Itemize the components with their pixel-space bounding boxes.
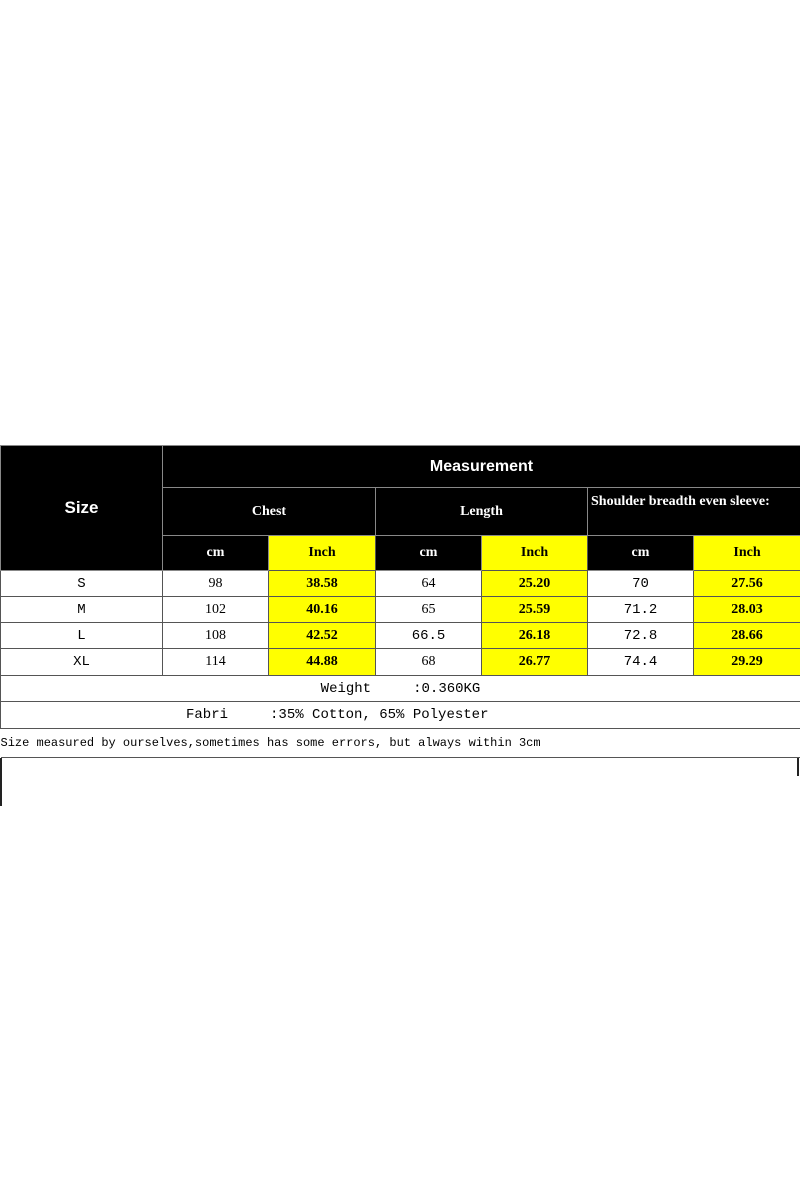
shoulder-inch-cell: 29.29 — [693, 648, 800, 676]
length-inch-cell: 25.59 — [481, 596, 588, 623]
fabric-row: Fabri :35% Cotton, 65% Polyester — [0, 701, 800, 729]
unit-cm: cm — [375, 535, 482, 571]
chest-inch-cell: 40.16 — [268, 596, 376, 623]
shoulder-header: Shoulder breadth even sleeve: — [587, 487, 800, 536]
length-cm-cell: 64 — [375, 570, 482, 597]
shoulder-cm-cell: 71.2 — [587, 596, 694, 623]
chest-inch-cell: 42.52 — [268, 622, 376, 649]
chest-inch-cell: 44.88 — [268, 648, 376, 676]
chest-cm-cell: 98 — [162, 570, 269, 597]
chest-header: Chest — [162, 487, 376, 536]
length-header: Length — [375, 487, 588, 536]
right-border-line — [797, 758, 799, 776]
size-header: Size — [0, 445, 163, 571]
length-cm-cell: 65 — [375, 596, 482, 623]
fabric-value: :35% Cotton, 65% Polyester — [270, 707, 489, 723]
unit-inch: Inch — [268, 535, 376, 571]
length-cm-cell: 68 — [375, 648, 482, 676]
unit-cm: cm — [162, 535, 269, 571]
length-inch-cell: 26.77 — [481, 648, 588, 676]
table-row: M 102 40.16 65 25.59 71.2 28.03 — [0, 596, 800, 623]
shoulder-cm-cell: 70 — [587, 570, 694, 597]
shoulder-cm-cell: 74.4 — [587, 648, 694, 676]
weight-label: Weight — [320, 680, 372, 697]
size-cell: XL — [0, 648, 163, 676]
shoulder-inch-cell: 27.56 — [693, 570, 800, 597]
shoulder-cm-cell: 72.8 — [587, 622, 694, 649]
table-row: S 98 38.58 64 25.20 70 27.56 — [0, 570, 800, 597]
unit-inch: Inch — [693, 535, 800, 571]
shoulder-inch-cell: 28.66 — [693, 622, 800, 649]
chest-cm-cell: 108 — [162, 622, 269, 649]
size-cell: M — [0, 596, 163, 623]
size-cell: L — [0, 622, 163, 649]
weight-row: Weight :0.360KG — [0, 675, 800, 702]
fabric-label: Fabri — [186, 707, 229, 723]
measurement-header: Measurement — [162, 445, 800, 488]
shoulder-inch-cell: 28.03 — [693, 596, 800, 623]
chest-cm-cell: 114 — [162, 648, 269, 676]
length-cm-cell: 66.5 — [375, 622, 482, 649]
size-note: Size measured by ourselves,sometimes has… — [0, 728, 800, 758]
length-inch-cell: 25.20 — [481, 570, 588, 597]
size-chart-table: Size Measurement Chest Length Shoulder b… — [0, 445, 800, 758]
chest-cm-cell: 102 — [162, 596, 269, 623]
weight-value: :0.360KG — [413, 680, 481, 697]
unit-cm: cm — [587, 535, 694, 571]
table-row: XL 114 44.88 68 26.77 74.4 29.29 — [0, 648, 800, 676]
left-border-line — [0, 758, 2, 806]
length-inch-cell: 26.18 — [481, 622, 588, 649]
size-cell: S — [0, 570, 163, 597]
table-row: L 108 42.52 66.5 26.18 72.8 28.66 — [0, 622, 800, 649]
unit-inch: Inch — [481, 535, 588, 571]
chest-inch-cell: 38.58 — [268, 570, 376, 597]
